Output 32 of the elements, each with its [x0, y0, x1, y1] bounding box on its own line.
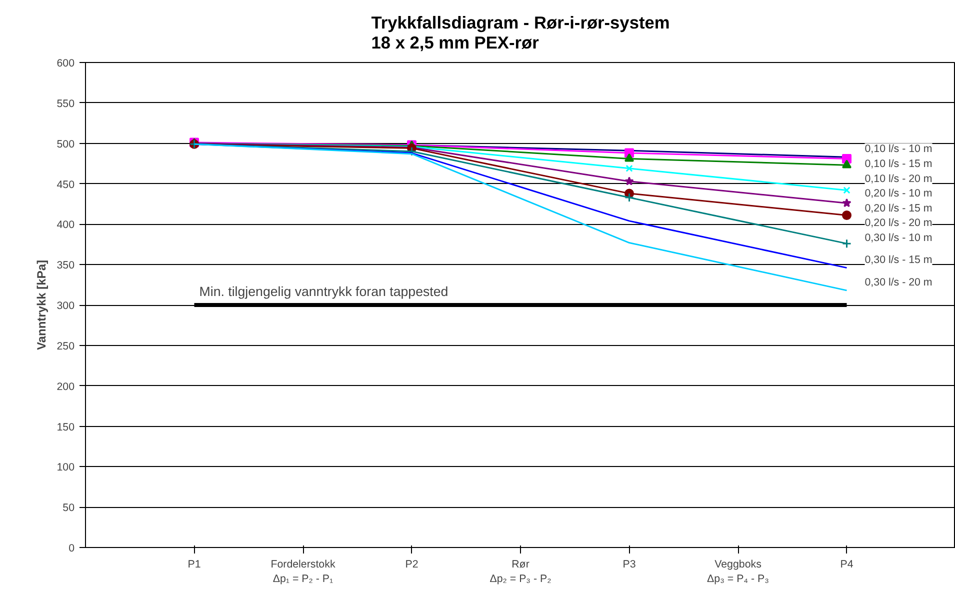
x-tick-label: P2: [405, 558, 418, 570]
y-axis-title: Vanntrykk [kPa]: [34, 260, 49, 350]
y-tick-label: 250: [56, 340, 75, 352]
series-label: 0,10 l/s - 20 m: [864, 172, 932, 185]
x-tick-label: P4: [840, 558, 854, 570]
y-tick-label: 500: [56, 138, 75, 150]
y-tick-label: 600: [56, 58, 75, 70]
ref-line-label: Min. tilgjengelig vanntrykk foran tappested: [199, 284, 448, 299]
x-tick-label: Veggboks Δp₃ = P₄ - P₃: [707, 558, 769, 585]
chart-title: Trykkfallsdiagram - Rør-i-rør-system 18 x 2,5 mm PEX-rør: [371, 12, 670, 52]
x-tick-label: P3: [622, 558, 636, 570]
y-tick-label: 50: [62, 502, 75, 514]
y-tick-label: 400: [56, 219, 75, 232]
x-tick-label: Rør Δp₂ = P₃ - P₂: [490, 558, 552, 585]
series-label: 0,30 l/s - 10 m: [864, 232, 932, 244]
y-tick-label: 550: [56, 98, 75, 110]
y-tick-label: 200: [56, 380, 75, 393]
series-label: 0,10 l/s - 10 m: [864, 143, 932, 156]
series-label: 0,30 l/s - 15 m: [864, 254, 932, 266]
series-label: 0,30 l/s - 20 m: [864, 276, 932, 289]
series-label: 0,10 l/s - 15 m: [864, 158, 932, 170]
y-tick-label: 0: [68, 542, 75, 554]
y-tick-label: 300: [56, 300, 75, 312]
y-tick-label: 100: [56, 462, 75, 474]
series-label: 0,20 l/s - 15 m: [864, 202, 932, 214]
x-tick-label: P1: [188, 558, 201, 570]
y-tick-label: 150: [56, 421, 75, 434]
x-tick-label: Fordelerstokk Δp₁ = P₂ - P₁: [270, 558, 336, 585]
y-tick-label: 350: [56, 260, 75, 272]
y-tick-label: 450: [56, 178, 75, 191]
series-label: 0,20 l/s - 20 m: [864, 217, 932, 230]
series-label: 0,20 l/s - 10 m: [864, 188, 932, 200]
